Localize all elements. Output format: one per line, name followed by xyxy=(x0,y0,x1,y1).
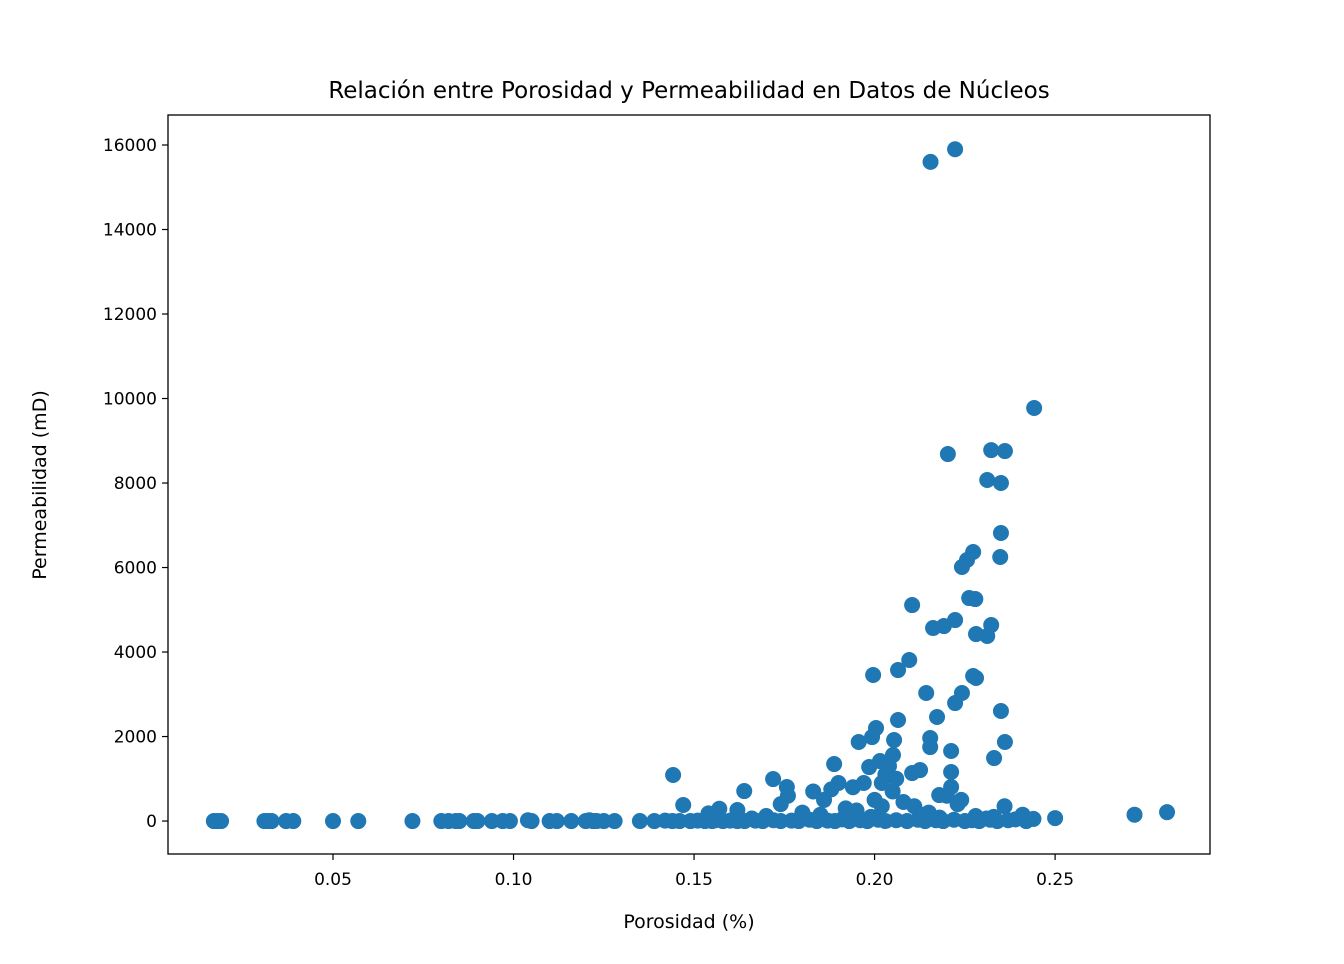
x-axis: 0.05 0.10 0.15 0.20 0.25 xyxy=(314,854,1074,890)
x-tick-label: 0.25 xyxy=(1036,870,1074,890)
data-point xyxy=(826,756,843,773)
data-point xyxy=(979,628,996,645)
data-point xyxy=(996,734,1013,751)
data-point xyxy=(501,813,518,830)
data-point xyxy=(850,734,867,751)
data-point xyxy=(548,813,565,830)
data-point xyxy=(884,783,901,800)
plot-frame xyxy=(167,114,1211,855)
data-point xyxy=(779,787,796,804)
data-point xyxy=(1026,400,1043,417)
data-point xyxy=(285,813,302,830)
data-point xyxy=(929,709,946,726)
data-point xyxy=(992,549,1009,566)
y-tick-label: 16000 xyxy=(103,136,157,156)
data-point xyxy=(953,791,970,808)
data-point xyxy=(938,787,955,804)
data-point xyxy=(404,813,421,830)
data-point xyxy=(968,670,985,687)
data-point xyxy=(922,739,939,756)
data-point xyxy=(523,813,540,830)
data-point xyxy=(563,813,580,830)
x-tick-label: 0.20 xyxy=(856,870,894,890)
y-tick-label: 4000 xyxy=(114,643,157,663)
y-tick-label: 0 xyxy=(146,812,157,832)
data-point xyxy=(979,472,996,489)
data-point xyxy=(631,813,648,830)
data-point xyxy=(805,783,822,800)
x-axis-label: Porosidad (%) xyxy=(623,911,754,933)
data-point xyxy=(736,783,753,800)
x-tick-label: 0.15 xyxy=(675,870,713,890)
data-point xyxy=(918,685,935,702)
data-point xyxy=(865,667,882,684)
data-point xyxy=(469,813,486,830)
data-point xyxy=(890,712,907,729)
y-tick-label: 14000 xyxy=(103,221,157,241)
y-tick-label: 6000 xyxy=(114,559,157,579)
data-point xyxy=(888,770,905,787)
data-point xyxy=(943,764,960,781)
y-tick-label: 2000 xyxy=(114,728,157,748)
data-point xyxy=(213,813,230,830)
data-point xyxy=(922,153,939,170)
data-point xyxy=(943,743,960,760)
y-tick-label: 8000 xyxy=(114,474,157,494)
data-point xyxy=(939,446,956,463)
data-point xyxy=(983,442,1000,459)
data-point xyxy=(953,559,970,576)
data-point xyxy=(665,767,682,784)
data-point xyxy=(947,612,964,629)
data-point xyxy=(451,813,468,830)
data-point xyxy=(986,750,1003,767)
data-point xyxy=(996,798,1013,815)
y-axis: 0 2000 4000 6000 8000 10000 12000 14000 16000 xyxy=(103,136,168,832)
data-point xyxy=(904,597,921,614)
data-point xyxy=(947,141,964,158)
data-point xyxy=(350,813,367,830)
points-layer xyxy=(205,141,1176,830)
data-point xyxy=(873,798,890,815)
x-tick-label: 0.05 xyxy=(314,870,352,890)
data-point xyxy=(886,732,903,749)
data-point xyxy=(967,591,984,608)
data-point xyxy=(1159,804,1176,821)
data-point xyxy=(992,703,1009,720)
data-point xyxy=(263,813,280,830)
data-point xyxy=(864,729,881,746)
data-point xyxy=(904,765,921,782)
y-tick-label: 10000 xyxy=(103,390,157,410)
data-point xyxy=(996,443,1013,460)
y-tick-label: 12000 xyxy=(103,305,157,325)
data-point xyxy=(947,695,964,712)
data-point xyxy=(1047,810,1064,827)
y-axis-label: Permeabilidad (mD) xyxy=(29,390,51,579)
data-point xyxy=(992,525,1009,542)
data-point xyxy=(325,813,342,830)
data-point xyxy=(855,775,872,792)
data-point xyxy=(901,652,918,669)
data-point xyxy=(873,775,890,792)
chart-title: Relación entre Porosidad y Permeabilidad… xyxy=(328,78,1049,104)
data-point xyxy=(1025,810,1042,827)
data-point xyxy=(992,475,1009,492)
data-point xyxy=(765,771,782,788)
data-point xyxy=(890,662,907,679)
data-point xyxy=(606,813,623,830)
data-point xyxy=(1126,806,1143,823)
x-tick-label: 0.10 xyxy=(495,870,533,890)
data-point xyxy=(675,796,692,813)
data-point xyxy=(830,775,847,792)
